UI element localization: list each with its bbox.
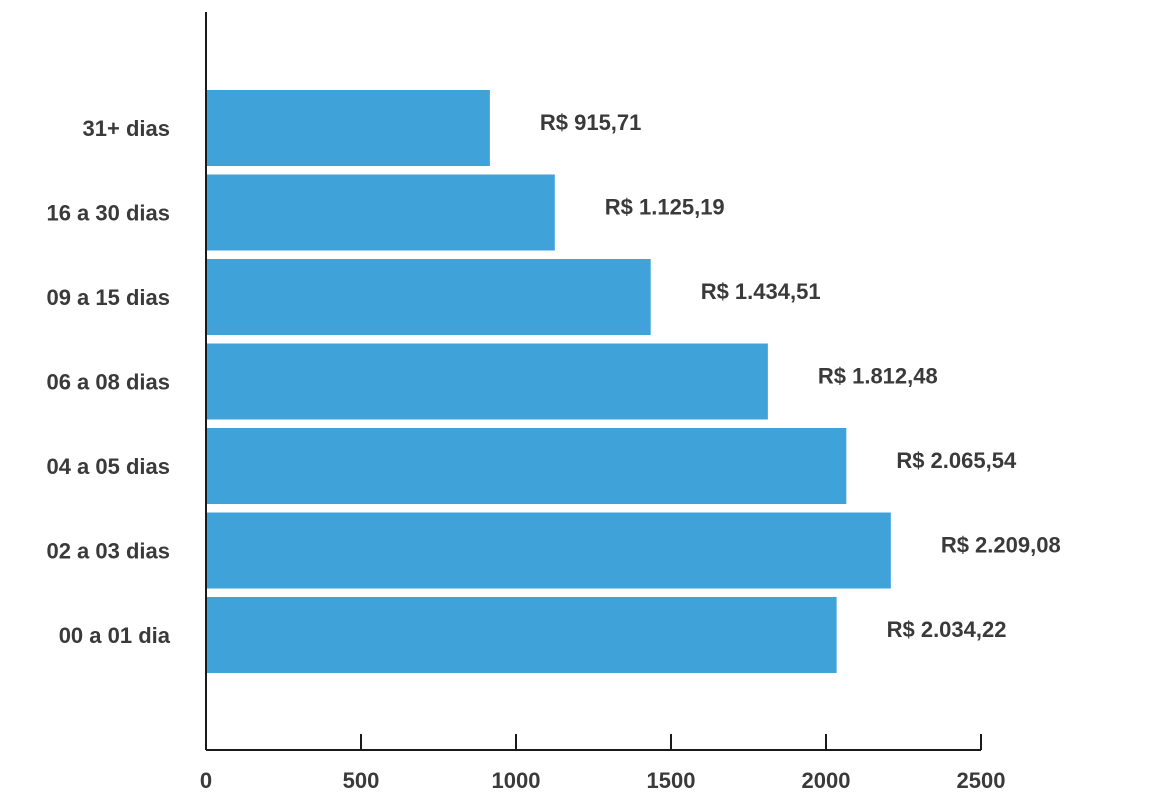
bar-00-a-01-dia <box>206 597 837 673</box>
data-label-16-a-30-dias: R$ 1.125,19 <box>605 195 725 220</box>
x-tick-label-0: 0 <box>200 768 212 793</box>
data-label-02-a-03-dias: R$ 2.209,08 <box>941 533 1061 558</box>
x-tick-label-2000: 2000 <box>802 768 851 793</box>
bar-31-dias <box>206 90 490 166</box>
labels-layer: 00 a 01 dia R$ 2.034,22 02 a 03 dias R$ 2.2… <box>46 110 1060 648</box>
category-label-31-dias: 31+ dias <box>83 116 170 141</box>
x-tick-label-500: 500 <box>343 768 380 793</box>
bar-09-a-15-dias <box>206 259 651 335</box>
data-label-31-dias: R$ 915,71 <box>540 110 642 135</box>
bar-04-a-05-dias <box>206 428 847 504</box>
x-tick-label-1500: 1500 <box>647 768 696 793</box>
x-ticks-layer: 0 500 1000 1500 2000 2500 <box>200 734 1006 793</box>
bar-02-a-03-dias <box>206 512 891 589</box>
x-tick-label-2500: 2500 <box>957 768 1006 793</box>
bar-16-a-30-dias <box>206 174 555 251</box>
data-label-00-a-01-dia: R$ 2.034,22 <box>887 617 1007 642</box>
data-label-09-a-15-dias: R$ 1.434,51 <box>701 279 821 304</box>
category-label-09-a-15-dias: 09 a 15 dias <box>46 285 170 310</box>
category-label-06-a-08-dias: 06 a 08 dias <box>46 370 170 395</box>
category-label-16-a-30-dias: 16 a 30 dias <box>46 201 170 226</box>
data-label-04-a-05-dias: R$ 2.065,54 <box>896 448 1017 473</box>
category-label-04-a-05-dias: 04 a 05 dias <box>46 454 170 479</box>
bars-layer <box>206 90 891 673</box>
data-label-06-a-08-dias: R$ 1.812,48 <box>818 364 938 389</box>
category-label-00-a-01-dia: 00 a 01 dia <box>59 623 171 648</box>
category-label-02-a-03-dias: 02 a 03 dias <box>46 539 170 564</box>
x-tick-label-1000: 1000 <box>492 768 541 793</box>
bar-06-a-08-dias <box>206 343 768 420</box>
